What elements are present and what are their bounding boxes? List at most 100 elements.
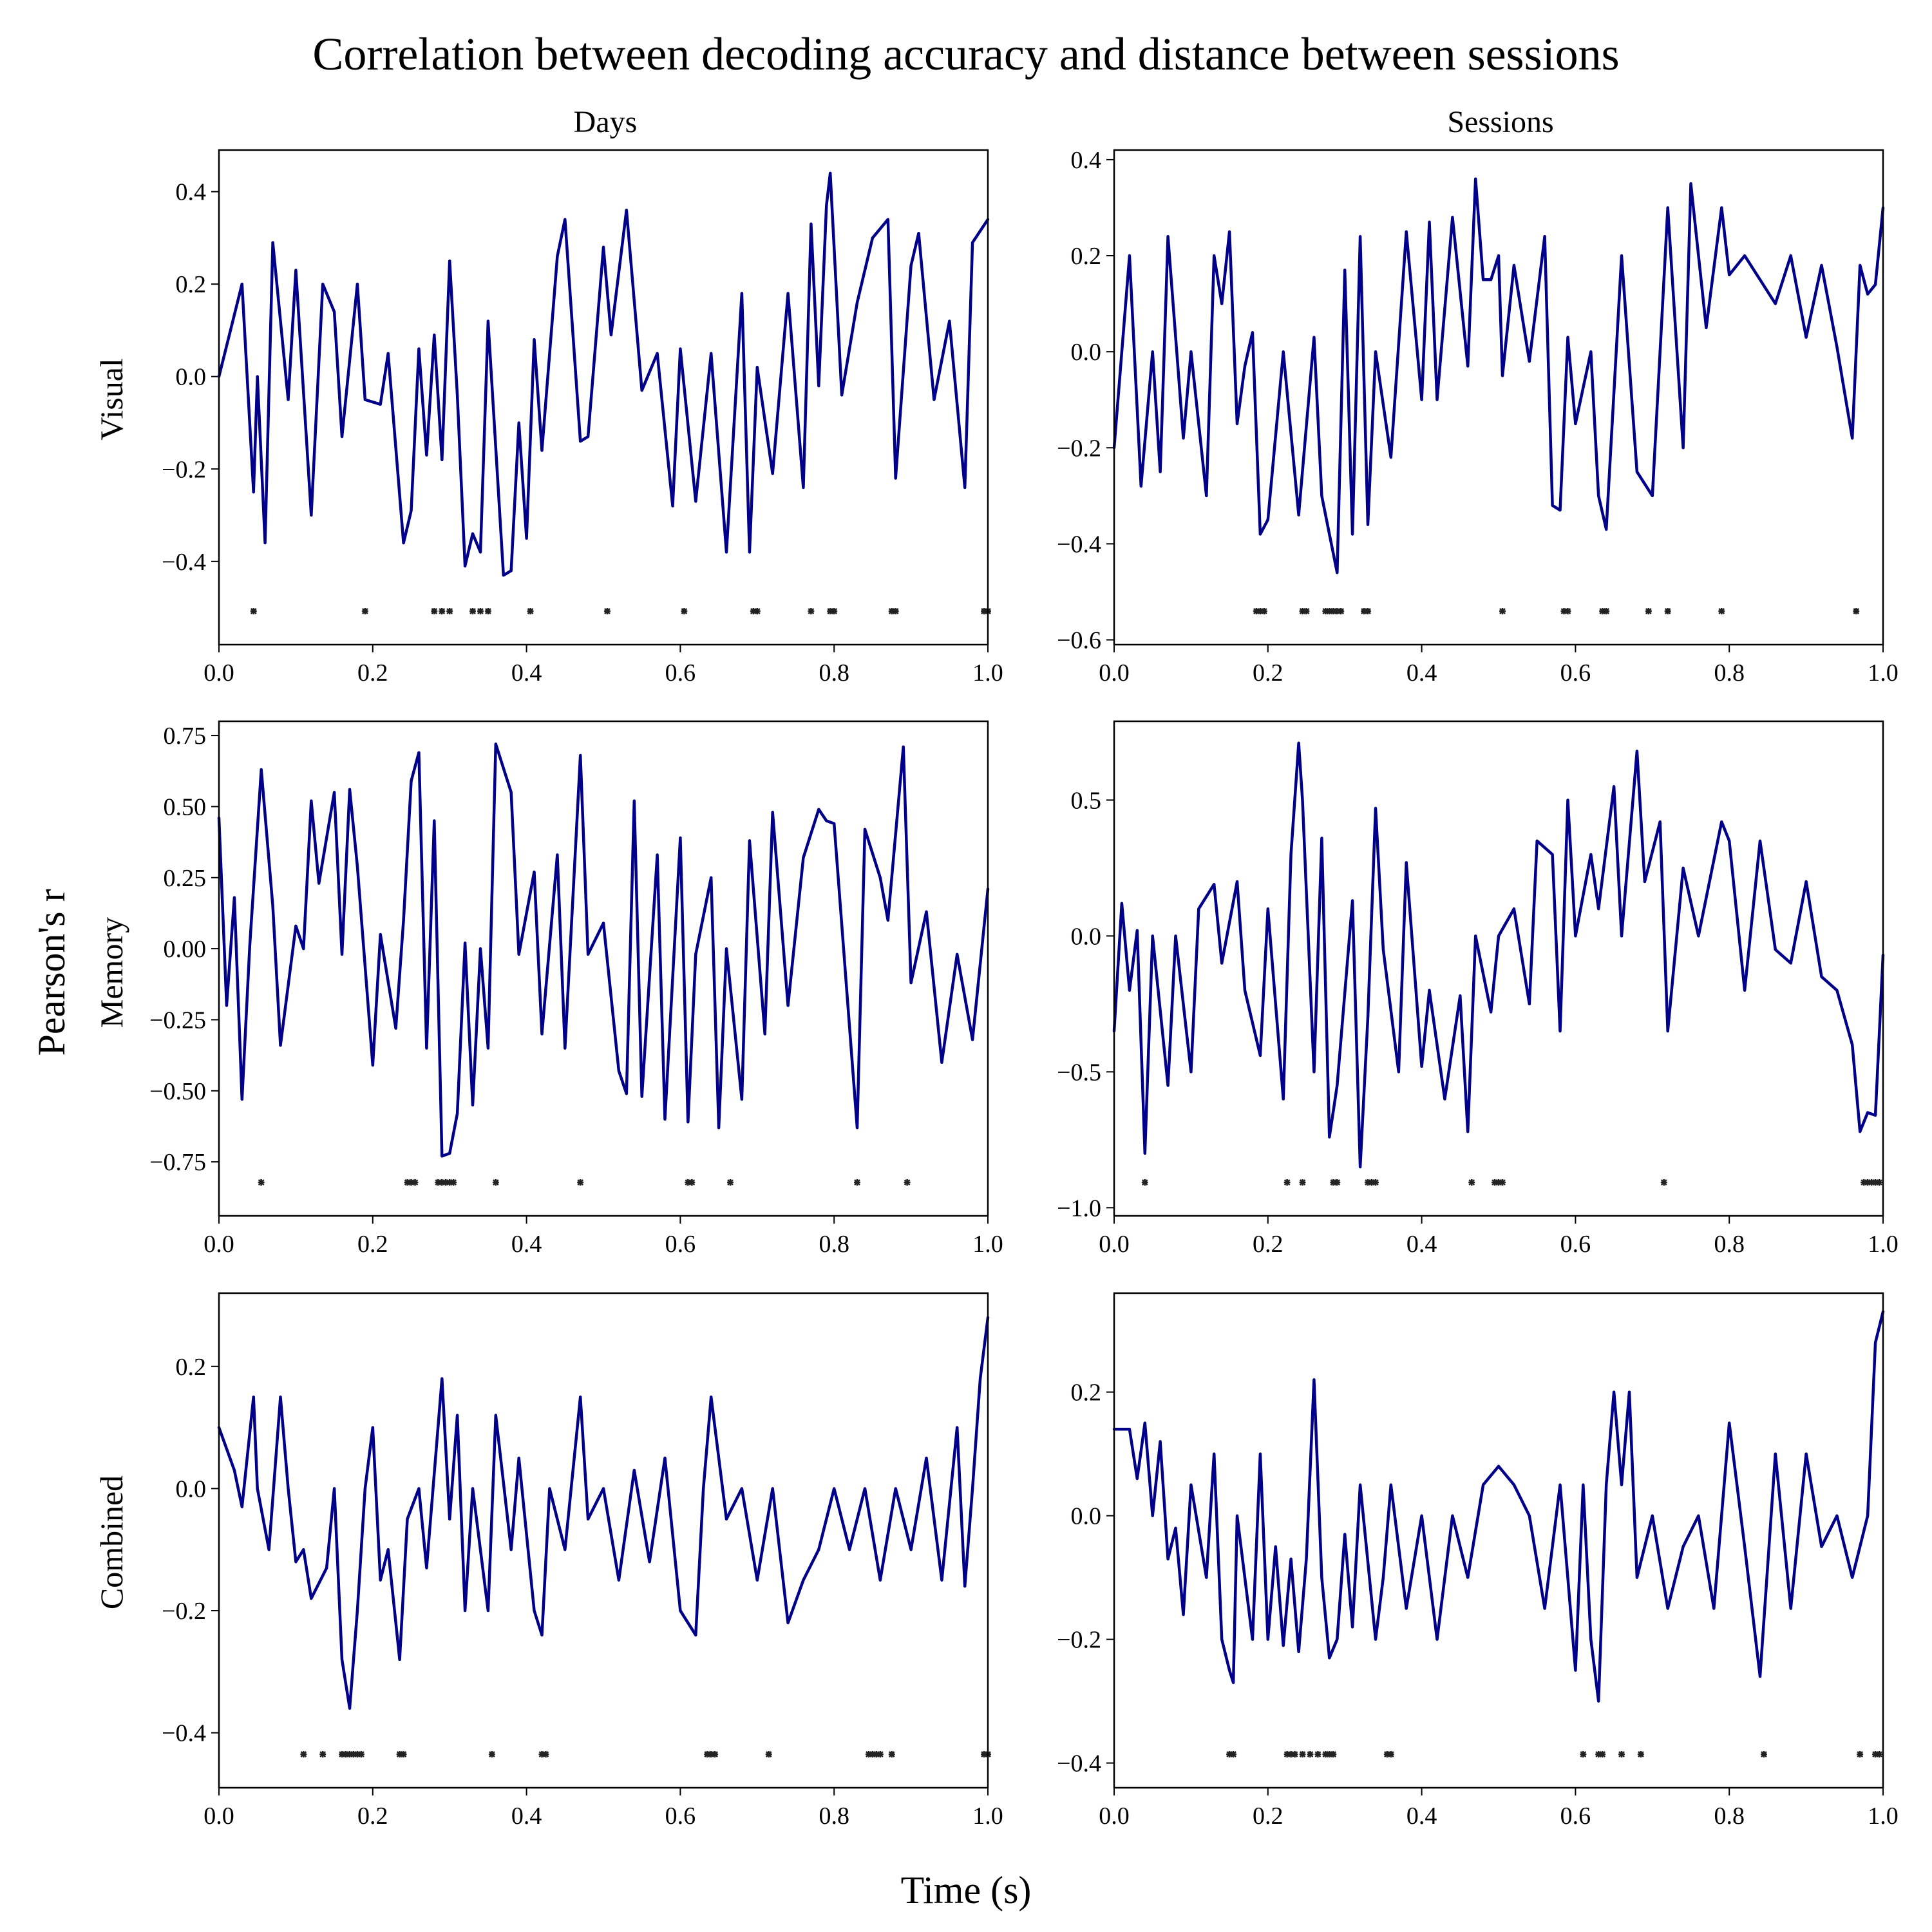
significance-marker xyxy=(1330,1751,1337,1757)
significance-marker xyxy=(404,1179,411,1186)
figure-title: Correlation between decoding accuracy an… xyxy=(312,28,1619,80)
significance-marker xyxy=(400,1751,407,1757)
significance-marker xyxy=(1618,1751,1625,1757)
axes-frame xyxy=(1113,1292,1884,1789)
significance-marker xyxy=(1365,1179,1372,1186)
significance-marker xyxy=(1499,608,1506,614)
significance-marker xyxy=(469,608,477,614)
significance-marker xyxy=(869,1751,876,1757)
significance-marker xyxy=(1660,1179,1667,1186)
x-tick-label: 0.8 xyxy=(819,659,849,687)
y-tick-label: 0.2 xyxy=(1071,1379,1102,1406)
panel-visual-days: −0.4 −0.2 0.0 0.2 0.4 0.0 0.2 0.4 0.6 0.8 1.0 xyxy=(162,149,1003,687)
figure-ylabel: Pearson's r xyxy=(30,889,73,1056)
y-tick-label: 0.2 xyxy=(1071,243,1102,270)
y-tick-label: −0.75 xyxy=(149,1149,206,1176)
y-tick-label: 0.0 xyxy=(176,364,207,391)
significance-marker xyxy=(1365,608,1372,614)
x-tick-label: 0.0 xyxy=(1099,1803,1130,1830)
y-tick-label: −0.50 xyxy=(149,1078,206,1105)
significance-marker xyxy=(1599,608,1606,614)
y-tick-label: 0.4 xyxy=(1071,147,1102,174)
significance-marker xyxy=(1664,608,1671,614)
significance-marker xyxy=(1760,1751,1767,1757)
y-tick-label: 0.25 xyxy=(164,865,207,892)
y-tick-label: −0.4 xyxy=(162,1720,206,1747)
series-line xyxy=(1112,1310,1885,1703)
x-tick-label: 0.8 xyxy=(1714,1803,1745,1830)
significance-marker xyxy=(1230,1751,1237,1757)
significance-marker xyxy=(1564,608,1571,614)
significance-marker xyxy=(300,1751,307,1757)
x-tick-label: 0.4 xyxy=(1406,659,1437,687)
significance-marker xyxy=(346,1751,353,1757)
y-tick-label: 0.50 xyxy=(164,793,207,820)
x-tick-label: 0.0 xyxy=(204,1803,234,1830)
row-label-memory: Memory xyxy=(93,917,129,1028)
significance-marker xyxy=(831,608,838,614)
y-tick-label: 0.5 xyxy=(1071,787,1102,814)
significance-marker xyxy=(1260,608,1267,614)
y-tick-label: −0.5 xyxy=(1057,1059,1101,1086)
significance-marker xyxy=(396,1751,403,1757)
significance-marker xyxy=(1645,608,1652,614)
x-tick-label: 0.8 xyxy=(819,1231,849,1258)
significance-marker xyxy=(765,1751,772,1757)
y-tick-label: 0.2 xyxy=(176,271,207,298)
x-tick-label: 0.0 xyxy=(1099,659,1130,687)
significance-marker xyxy=(1338,608,1345,614)
significance-marker xyxy=(1283,1179,1291,1186)
series-line xyxy=(217,1316,990,1710)
x-tick-label: 0.0 xyxy=(204,659,234,687)
significance-marker xyxy=(450,1179,457,1186)
significance-marker xyxy=(435,1179,442,1186)
significance-marker xyxy=(339,1751,346,1757)
axes-frame xyxy=(1113,149,1884,646)
significance-marker xyxy=(1861,1179,1868,1186)
x-tick-label: 0.6 xyxy=(665,1231,696,1258)
significance-marker xyxy=(1141,1179,1148,1186)
significance-marker xyxy=(1603,608,1610,614)
row-label-visual: Visual xyxy=(93,358,129,440)
significance-marker xyxy=(1383,1751,1390,1757)
x-tick-label: 0.8 xyxy=(1714,659,1745,687)
significance-marker xyxy=(1387,1751,1394,1757)
significance-marker xyxy=(1718,608,1725,614)
x-tick-label: 1.0 xyxy=(972,1803,1003,1830)
significance-marker xyxy=(888,608,895,614)
significance-marker xyxy=(750,608,757,614)
x-tick-label: 0.6 xyxy=(665,1803,696,1830)
significance-marker xyxy=(258,1179,265,1186)
y-tick-label: −0.2 xyxy=(162,456,206,483)
x-tick-label: 1.0 xyxy=(972,1231,1003,1258)
significance-marker xyxy=(1361,608,1368,614)
significance-marker xyxy=(1864,1179,1871,1186)
x-tick-label: 0.8 xyxy=(1714,1231,1745,1258)
significance-marker xyxy=(1368,1179,1375,1186)
y-tick-label: −0.4 xyxy=(1057,1750,1101,1777)
significance-marker xyxy=(542,1751,549,1757)
x-tick-label: 1.0 xyxy=(1868,1231,1899,1258)
significance-marker xyxy=(1853,608,1860,614)
x-tick-label: 0.4 xyxy=(1406,1803,1437,1830)
significance-marker xyxy=(492,1179,499,1186)
significance-marker xyxy=(408,1179,415,1186)
significance-marker xyxy=(1299,608,1306,614)
x-tick-label: 0.6 xyxy=(1560,1803,1591,1830)
row-label-combined: Combined xyxy=(93,1475,129,1609)
significance-marker xyxy=(827,608,834,614)
significance-marker xyxy=(981,608,988,614)
significance-marker xyxy=(1326,608,1333,614)
significance-marker xyxy=(446,1179,453,1186)
x-tick-label: 1.0 xyxy=(1868,1803,1899,1830)
y-tick-label: 0.0 xyxy=(1071,1503,1102,1530)
x-tick-label: 0.2 xyxy=(1253,659,1283,687)
axes-frame xyxy=(218,720,989,1217)
significance-marker xyxy=(854,1179,861,1186)
significance-marker xyxy=(357,1751,365,1757)
significance-marker xyxy=(1872,1751,1879,1757)
significance-marker xyxy=(484,608,491,614)
significance-marker xyxy=(1637,1751,1644,1757)
significance-marker xyxy=(904,1179,911,1186)
significance-marker xyxy=(527,608,534,614)
